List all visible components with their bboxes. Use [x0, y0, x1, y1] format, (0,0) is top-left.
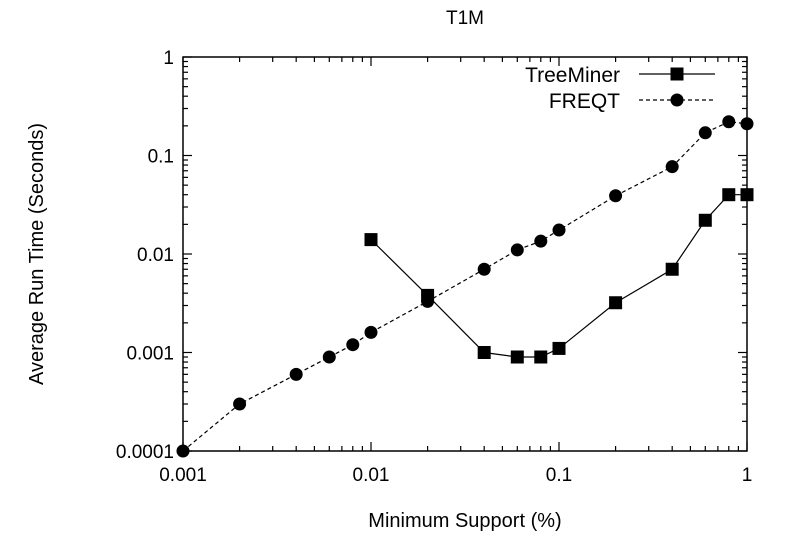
- plot-frame: [182, 56, 748, 452]
- chart-title: T1M: [446, 8, 484, 29]
- series-line: [370, 194, 747, 358]
- data-point: [510, 243, 524, 257]
- data-point: [510, 350, 524, 364]
- data-point: [477, 346, 491, 359]
- data-point: [698, 126, 712, 140]
- series-treeminer: [364, 188, 754, 364]
- data-point: [289, 367, 303, 381]
- legend-label: TreeMiner: [525, 64, 620, 87]
- x-tick-label: 0.001: [159, 465, 207, 486]
- data-point: [534, 234, 548, 248]
- data-point: [722, 188, 736, 202]
- y-tick-label: 0.0001: [116, 442, 174, 463]
- data-point: [609, 189, 623, 203]
- data-point: [698, 213, 712, 227]
- y-axis-label: Average Run Time (Seconds): [26, 123, 48, 385]
- legend-marker: [670, 93, 684, 107]
- data-point: [740, 117, 754, 131]
- data-point: [322, 350, 336, 364]
- y-tick-label: 0.001: [126, 344, 174, 365]
- series-line: [182, 121, 748, 452]
- data-point: [176, 444, 190, 458]
- x-tick-label: 0.1: [546, 465, 572, 486]
- data-point: [722, 115, 736, 129]
- data-point: [346, 338, 360, 352]
- x-tick-label: 1: [742, 465, 753, 486]
- data-point: [665, 262, 679, 276]
- data-point: [665, 160, 679, 174]
- data-point: [421, 294, 435, 308]
- x-tick-label: 0.01: [353, 465, 390, 486]
- y-tick-label: 0.01: [137, 245, 174, 266]
- data-point: [233, 397, 247, 411]
- series-layer: [176, 115, 754, 458]
- data-point: [534, 350, 548, 364]
- data-point: [552, 341, 566, 355]
- legend-marker: [670, 67, 684, 81]
- data-point: [364, 325, 378, 339]
- data-point: [364, 233, 378, 247]
- y-tick-label: 0.1: [148, 147, 174, 168]
- data-point: [740, 188, 754, 202]
- data-point: [552, 223, 566, 237]
- data-point: [609, 296, 623, 310]
- series-freqt: [176, 115, 754, 458]
- y-tick-label: 1: [163, 48, 174, 69]
- data-point: [477, 262, 491, 276]
- legend-label: FREQT: [549, 90, 620, 113]
- legend: TreeMiner FREQT: [525, 64, 715, 113]
- x-axis-label: Minimum Support (%): [368, 510, 561, 532]
